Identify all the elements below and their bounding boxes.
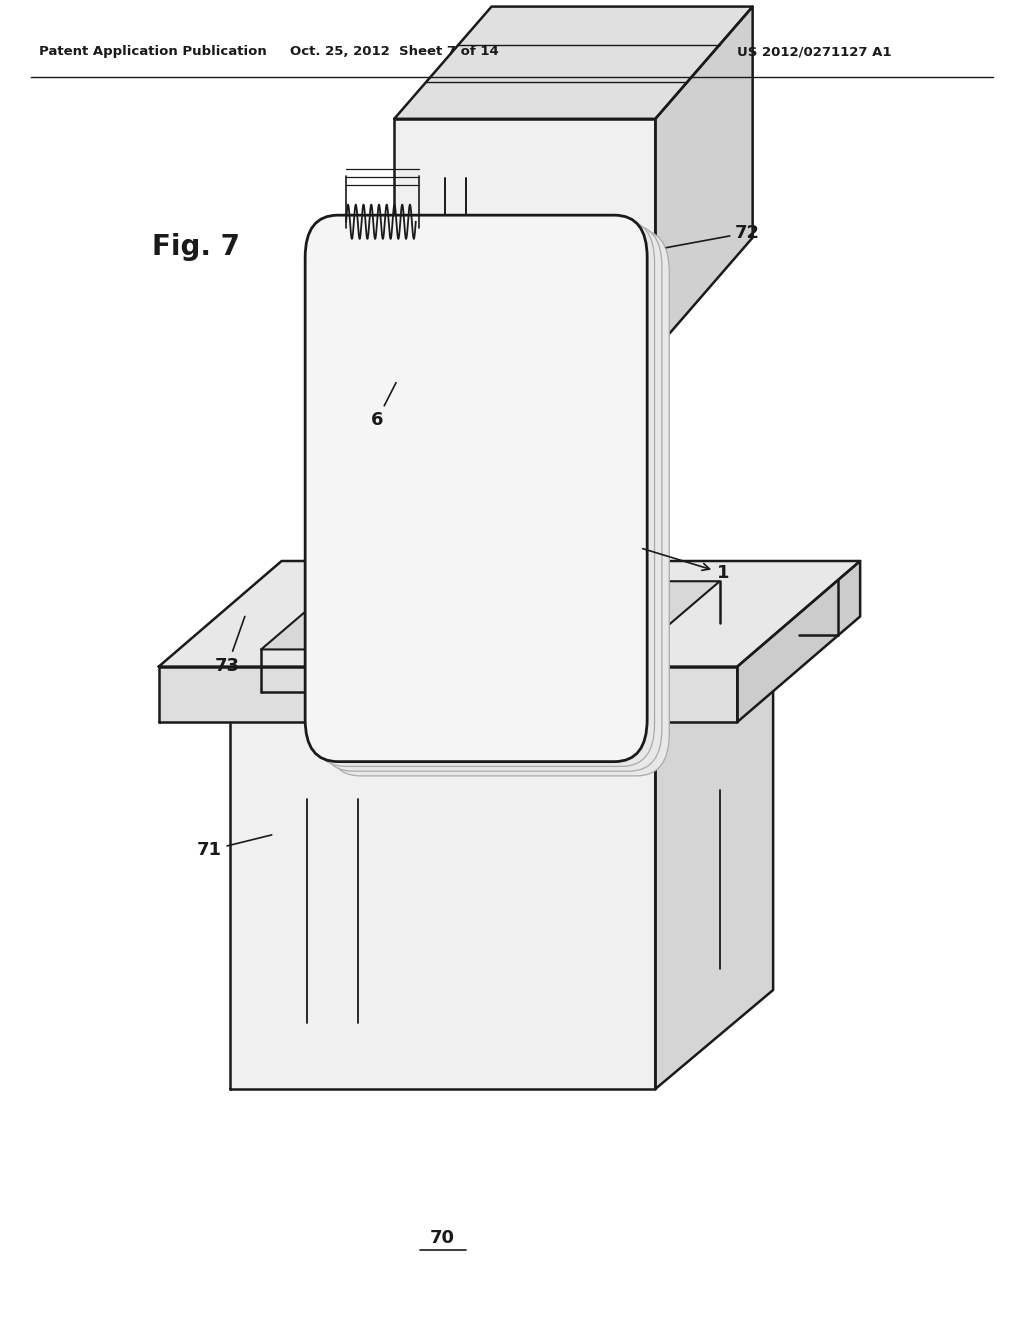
Polygon shape: [655, 7, 753, 350]
Text: Patent Application Publication: Patent Application Publication: [39, 45, 266, 58]
Text: US 2012/0271127 A1: US 2012/0271127 A1: [737, 45, 892, 58]
Polygon shape: [737, 561, 860, 722]
Text: Fig. 7: Fig. 7: [152, 232, 240, 261]
Polygon shape: [655, 574, 773, 1089]
Polygon shape: [394, 119, 655, 350]
Polygon shape: [261, 581, 720, 649]
Text: 72: 72: [667, 223, 760, 248]
Polygon shape: [394, 7, 753, 119]
Text: 71: 71: [197, 836, 271, 859]
Text: 70: 70: [430, 1229, 455, 1247]
Polygon shape: [230, 574, 773, 673]
FancyBboxPatch shape: [328, 230, 670, 776]
Polygon shape: [159, 561, 860, 667]
Text: 73: 73: [215, 616, 245, 675]
Polygon shape: [159, 667, 737, 722]
Text: 1: 1: [643, 549, 729, 582]
FancyBboxPatch shape: [312, 220, 654, 767]
Text: 6: 6: [371, 383, 396, 429]
FancyBboxPatch shape: [305, 215, 647, 762]
FancyBboxPatch shape: [319, 224, 662, 771]
Polygon shape: [230, 673, 655, 1089]
Text: Oct. 25, 2012  Sheet 7 of 14: Oct. 25, 2012 Sheet 7 of 14: [290, 45, 499, 58]
